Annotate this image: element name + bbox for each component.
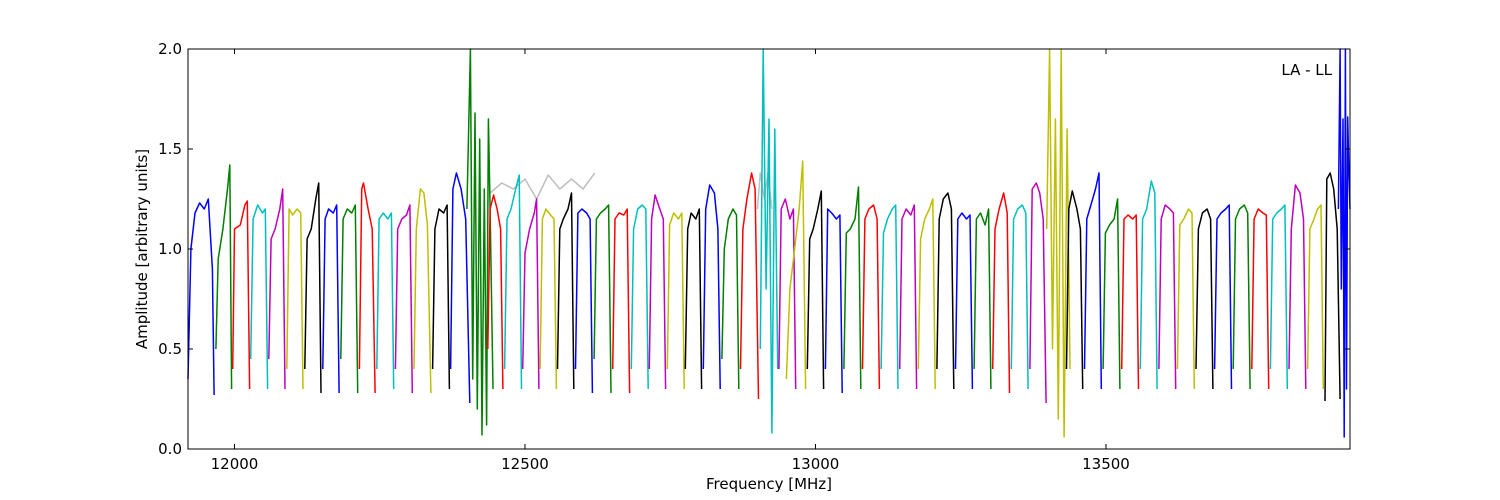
series-line-49 bbox=[1083, 172, 1103, 390]
series-line-19 bbox=[539, 208, 558, 390]
series-line-48 bbox=[1065, 190, 1084, 390]
series-line-20 bbox=[556, 192, 575, 390]
y-axis-label: Amplitude [arbitrary units] bbox=[133, 149, 151, 349]
y-tick-label: 2.0 bbox=[158, 40, 182, 58]
series-line-51 bbox=[1120, 214, 1140, 390]
series-line-50 bbox=[1102, 198, 1121, 390]
series-line-15 bbox=[466, 48, 494, 436]
series-line-47 bbox=[1045, 48, 1071, 438]
series-line-30 bbox=[739, 172, 760, 400]
annotation-label: LA - LL bbox=[1281, 61, 1332, 79]
series-line-55 bbox=[1195, 208, 1214, 390]
series-line-28 bbox=[702, 184, 721, 390]
series-line-42 bbox=[954, 212, 974, 390]
series-line-32 bbox=[778, 198, 797, 390]
x-axis-ticks: 12000 12500 13000 13500 bbox=[211, 49, 1130, 473]
series-line-0 bbox=[187, 198, 215, 396]
series-line-18 bbox=[521, 198, 540, 390]
series-line-39 bbox=[898, 204, 918, 390]
series-line-4 bbox=[268, 188, 286, 390]
series-line-17 bbox=[503, 174, 523, 390]
series-line-43 bbox=[973, 208, 992, 390]
series-line-34 bbox=[806, 190, 825, 390]
y-tick-label: 0.5 bbox=[158, 340, 182, 358]
series-line-58 bbox=[1251, 208, 1270, 390]
series-line-12 bbox=[413, 188, 432, 394]
x-tick-label: 12500 bbox=[501, 455, 549, 473]
reference-series-layer bbox=[489, 172, 773, 210]
series-line-10 bbox=[376, 212, 395, 390]
series-line-31 bbox=[759, 48, 779, 434]
series-line-38 bbox=[880, 204, 899, 390]
series-line-41 bbox=[936, 192, 955, 390]
series-line-44 bbox=[991, 192, 1011, 394]
y-axis-ticks: 0.0 0.5 1.0 1.5 2.0 bbox=[158, 40, 1350, 458]
series-line-22 bbox=[593, 204, 612, 394]
series-line-60 bbox=[1288, 184, 1307, 390]
series-line-53 bbox=[1158, 204, 1177, 390]
series-line-62 bbox=[1324, 172, 1341, 402]
series-line-23 bbox=[611, 208, 631, 394]
series-line-24 bbox=[630, 204, 649, 390]
series-line-14 bbox=[449, 172, 471, 404]
series-line-56 bbox=[1213, 204, 1233, 390]
reference-line-0 bbox=[489, 172, 596, 200]
y-tick-label: 1.5 bbox=[158, 140, 182, 158]
series-line-1 bbox=[215, 164, 233, 390]
series-line-25 bbox=[648, 194, 667, 390]
series-line-11 bbox=[394, 204, 414, 394]
series-line-45 bbox=[1010, 204, 1029, 390]
series-line-54 bbox=[1176, 208, 1196, 390]
y-tick-label: 0.0 bbox=[158, 440, 182, 458]
x-tick-label: 13500 bbox=[1082, 455, 1130, 473]
series-line-3 bbox=[249, 204, 269, 390]
series-line-9 bbox=[358, 182, 376, 394]
series-line-6 bbox=[304, 182, 322, 394]
series-line-46 bbox=[1029, 182, 1047, 404]
series-line-27 bbox=[684, 208, 703, 390]
x-axis-label: Frequency [MHz] bbox=[706, 475, 832, 493]
series-line-7 bbox=[322, 204, 340, 394]
series-line-63 bbox=[1337, 48, 1351, 438]
series-line-40 bbox=[917, 198, 936, 390]
series-line-61 bbox=[1306, 204, 1325, 390]
series-line-16 bbox=[487, 194, 504, 390]
x-tick-label: 13000 bbox=[792, 455, 840, 473]
series-layer bbox=[187, 48, 1351, 438]
series-line-21 bbox=[574, 208, 594, 394]
series-line-2 bbox=[231, 200, 251, 390]
series-line-35 bbox=[824, 208, 843, 394]
y-tick-label: 1.0 bbox=[158, 240, 182, 258]
series-line-33 bbox=[785, 160, 807, 390]
series-line-59 bbox=[1269, 204, 1289, 390]
series-line-5 bbox=[286, 208, 304, 390]
series-line-36 bbox=[843, 186, 862, 390]
series-line-37 bbox=[861, 204, 881, 390]
series-line-52 bbox=[1139, 180, 1158, 390]
series-line-29 bbox=[721, 208, 740, 390]
x-tick-label: 12000 bbox=[211, 455, 259, 473]
series-line-8 bbox=[340, 204, 359, 394]
series-line-13 bbox=[431, 204, 451, 390]
series-line-57 bbox=[1232, 204, 1251, 390]
series-line-26 bbox=[666, 212, 685, 390]
